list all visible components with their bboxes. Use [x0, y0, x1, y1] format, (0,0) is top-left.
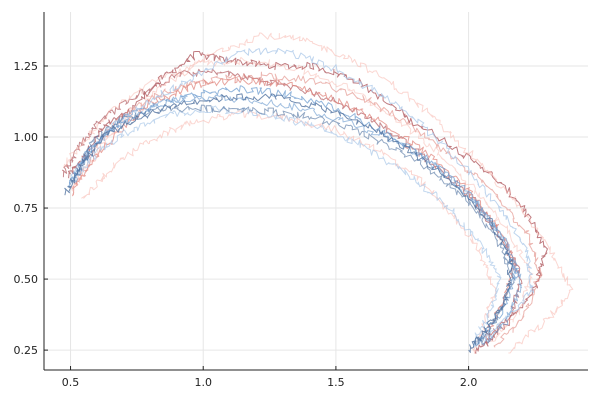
trajectory-line: [72, 104, 515, 345]
y-tick-label: 0.75: [14, 202, 39, 215]
y-tick-label: 0.50: [14, 273, 39, 286]
x-tick-label: 2.0: [460, 376, 478, 389]
trajectory-line: [73, 105, 502, 343]
x-tick-label: 0.5: [62, 376, 80, 389]
series-layer: [62, 32, 574, 354]
trajectory-line: [70, 32, 574, 354]
trajectory-line: [63, 56, 534, 343]
trajectory-line: [64, 93, 514, 353]
y-tick-label: 1.25: [14, 60, 39, 73]
trajectory-line: [68, 94, 523, 346]
trajectory-line: [74, 71, 543, 348]
y-tick-label: 0.25: [14, 344, 39, 357]
x-tick-label: 1.0: [194, 376, 212, 389]
trajectory-line: [69, 47, 535, 346]
trajectory-line: [81, 110, 497, 354]
y-tick-label: 1.00: [14, 131, 39, 144]
trajectory-line: [67, 85, 520, 348]
x-tick-label: 1.5: [327, 376, 345, 389]
axes: 0.5 1.0 1.5 2.0 0.25 0.50 0.75 1.00 1.25: [14, 12, 588, 389]
